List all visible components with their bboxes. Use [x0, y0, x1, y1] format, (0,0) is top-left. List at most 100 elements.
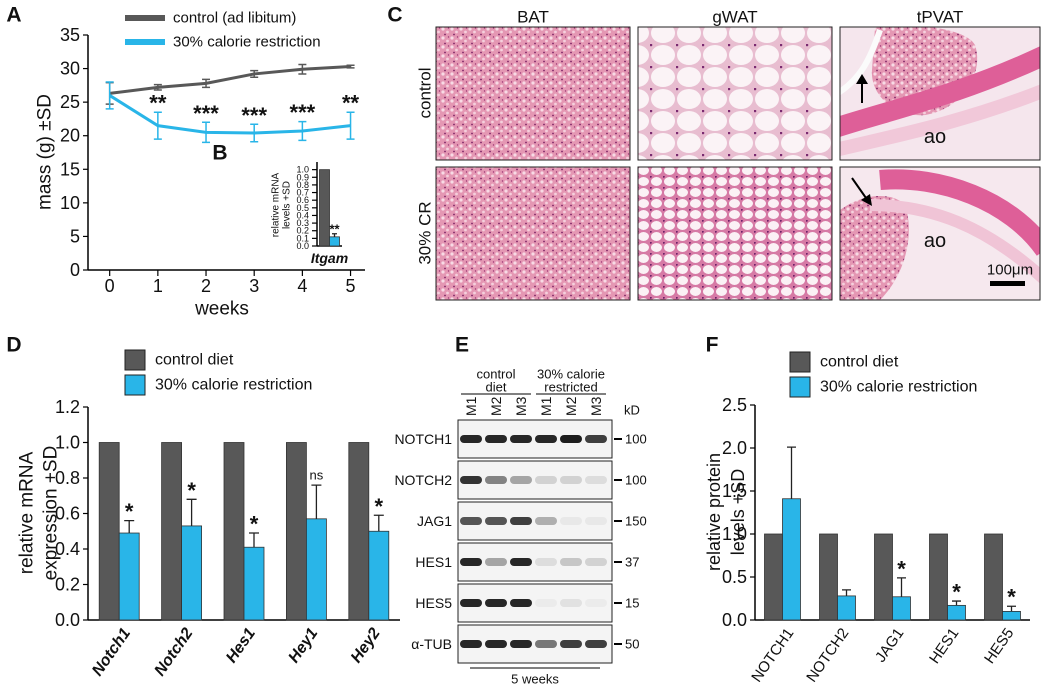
error-bar — [250, 69, 259, 79]
bar — [984, 533, 1003, 621]
duration-label: 5 weeks — [511, 672, 559, 685]
x-axis-label: weeks — [194, 299, 249, 320]
group-label: control — [476, 367, 515, 382]
bar — [782, 498, 801, 621]
significance-label: *** — [241, 103, 267, 128]
error-bar — [202, 78, 211, 89]
significance-label: * — [250, 512, 259, 537]
bar — [764, 533, 783, 621]
band — [485, 640, 507, 648]
band — [560, 599, 582, 607]
y-tick-label: 0.8 — [55, 468, 80, 488]
band — [485, 435, 507, 443]
y-tick-label: 0.8 — [296, 180, 309, 190]
histology-images — [435, 26, 1041, 301]
error-bar — [153, 111, 162, 140]
lane-label: M3 — [588, 396, 604, 416]
bar — [305, 518, 327, 621]
x-tick-label: 5 — [346, 276, 356, 296]
blot-panel — [457, 501, 613, 541]
y-axis-label: expression +SD — [41, 446, 62, 581]
bar — [929, 533, 948, 621]
y-tick-label: 1.5 — [722, 481, 747, 501]
image-bat-cr — [435, 166, 631, 301]
band — [535, 640, 557, 648]
error-bar — [787, 446, 796, 499]
histology-labels: BAT gWAT tPVAT control 30% CR ao ao 100μ… — [416, 8, 1034, 279]
bar — [874, 533, 893, 621]
panel-label: B — [212, 142, 227, 165]
bar — [1002, 611, 1021, 621]
legend-label: 30% calorie restriction — [820, 379, 977, 396]
significance-label: ns — [310, 468, 324, 483]
image-tpvat-cr — [840, 167, 1040, 300]
significance-label: *** — [290, 100, 316, 125]
lane-label: M1 — [463, 396, 479, 416]
band — [535, 599, 557, 607]
band — [585, 558, 607, 566]
band — [510, 517, 532, 525]
x-tick-label: NOTCH2 — [803, 625, 852, 685]
legend-swatch — [124, 374, 146, 396]
legend-label: control diet — [155, 352, 234, 369]
y-tick-label: 0.5 — [296, 203, 309, 213]
band — [560, 476, 582, 484]
unit-label: kD — [624, 403, 640, 418]
y-tick-label: 10 — [60, 193, 80, 213]
bar — [118, 532, 140, 621]
series-line — [109, 65, 351, 95]
error-bar — [153, 83, 162, 91]
error-bar — [298, 63, 307, 75]
arrow — [851, 177, 867, 199]
aorta-label: ao — [924, 230, 946, 252]
y-tick-label: 0.0 — [296, 241, 309, 251]
legend-swatch — [124, 349, 146, 371]
band — [535, 435, 557, 443]
band — [560, 517, 582, 525]
significance-label: ** — [149, 91, 167, 116]
y-axis-label: levels +SD — [728, 469, 748, 556]
x-tick-label: 0 — [105, 276, 115, 296]
bar — [947, 604, 966, 621]
arrow-head — [856, 74, 868, 84]
significance-label: *** — [193, 101, 219, 126]
band — [485, 558, 507, 566]
y-axis-label: relative mRNA — [17, 451, 38, 574]
bar — [223, 442, 245, 621]
series-line — [108, 94, 351, 135]
band — [560, 435, 582, 443]
lane-label: M3 — [513, 396, 529, 416]
y-tick-label: 1.0 — [55, 433, 80, 453]
x-tick-label: 1 — [153, 276, 163, 296]
y-tick-label: 0.4 — [296, 210, 309, 220]
blot-panel — [457, 542, 613, 582]
y-tick-label: 1.0 — [722, 524, 747, 544]
y-tick-label: 15 — [60, 159, 80, 179]
scale-bar — [990, 281, 1025, 286]
error-bar — [373, 514, 384, 532]
bar — [285, 442, 307, 621]
marker-label: 50 — [625, 637, 639, 652]
image-bat-control — [435, 26, 631, 161]
arrow-head — [861, 194, 872, 206]
legend-label: control diet — [820, 354, 899, 371]
y-tick-label: 0 — [70, 260, 80, 280]
panel-label: A — [6, 4, 21, 27]
error-bar — [105, 81, 114, 110]
x-tick-label: HES1 — [926, 625, 962, 667]
band — [460, 640, 482, 648]
y-tick-label: 20 — [60, 126, 80, 146]
bar — [819, 533, 838, 621]
y-tick-label: 0.6 — [296, 195, 309, 205]
error-bar — [250, 123, 259, 143]
y-tick-label: 2.0 — [722, 438, 747, 458]
y-tick-label: 0.3 — [296, 218, 309, 228]
band — [510, 558, 532, 566]
row-header: control — [416, 67, 435, 118]
y-axis-label: relative mRNA — [271, 172, 282, 237]
y-tick-label: 1.0 — [296, 165, 309, 175]
x-tick-label: Hey2 — [348, 625, 384, 666]
x-tick-label: JAG1 — [872, 625, 907, 665]
bar — [368, 530, 390, 621]
group-label: diet — [486, 380, 507, 395]
